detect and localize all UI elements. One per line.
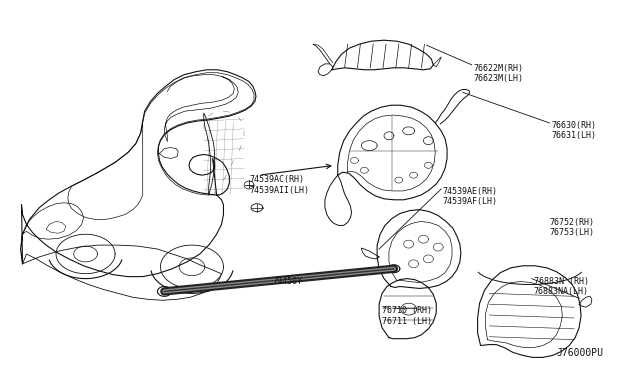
Text: 76883N (RH)
76883NA(LH): 76883N (RH) 76883NA(LH) xyxy=(534,277,589,296)
Text: 79450Y: 79450Y xyxy=(273,277,303,286)
Text: 76630(RH)
76631(LH): 76630(RH) 76631(LH) xyxy=(552,121,596,140)
Text: J76000PU: J76000PU xyxy=(556,347,604,357)
Text: 76752(RH)
76753(LH): 76752(RH) 76753(LH) xyxy=(550,218,595,237)
Text: 74539AC(RH)
74539AII(LH): 74539AC(RH) 74539AII(LH) xyxy=(249,175,309,195)
Text: 76622M(RH)
76623M(LH): 76622M(RH) 76623M(LH) xyxy=(474,64,524,83)
Text: 74539AE(RH)
74539AF(LH): 74539AE(RH) 74539AF(LH) xyxy=(442,187,497,206)
Text: 76710 (RH)
76711 (LH): 76710 (RH) 76711 (LH) xyxy=(382,306,432,326)
